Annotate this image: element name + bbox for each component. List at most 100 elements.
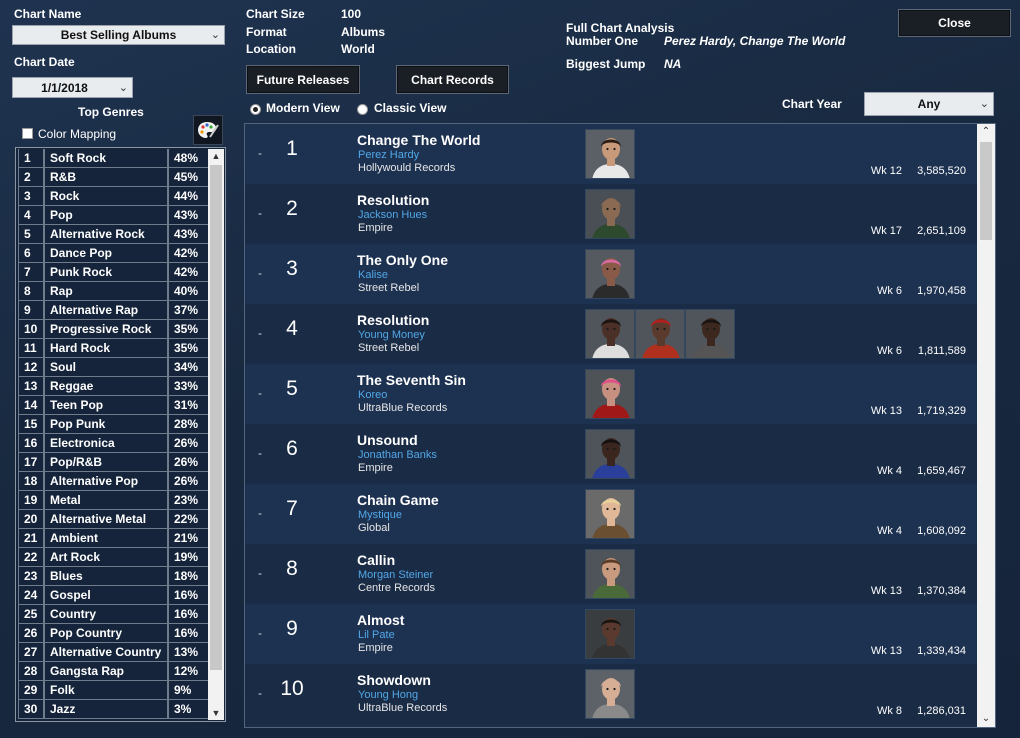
chart-row[interactable]: - 3 The Only One Kalise Street Rebel Wk 6 1,97…	[245, 244, 978, 304]
genre-row[interactable]: 4 Pop 43%	[18, 206, 209, 225]
genres-scrollbar[interactable]: ▲ ▼	[208, 149, 224, 720]
genre-row[interactable]: 15 Pop Punk 28%	[18, 415, 209, 434]
album-title[interactable]: The Seventh Sin	[357, 372, 466, 388]
chart-row[interactable]: - 7 Chain Game Mystique Global Wk 4 1,608,092	[245, 484, 978, 544]
artist-avatar[interactable]	[585, 609, 635, 659]
album-title[interactable]: Callin	[357, 552, 396, 568]
artist-name[interactable]: Jonathan Banks	[358, 449, 437, 461]
artist-avatar[interactable]	[585, 369, 635, 419]
genre-row[interactable]: 1 Soft Rock 48%	[18, 149, 209, 168]
scroll-up-icon[interactable]: ▲	[211, 151, 221, 161]
scroll-down-icon[interactable]: ⌄	[981, 713, 991, 724]
genre-row[interactable]: 22 Art Rock 19%	[18, 548, 209, 567]
album-title[interactable]: Almost	[357, 612, 405, 628]
modern-view-radio[interactable]	[250, 104, 261, 115]
chart-row[interactable]: - 10 Showdown Young Hong UltraBlue Records Wk…	[245, 664, 978, 724]
movement-indicator: -	[258, 686, 262, 700]
genre-name: Jazz	[44, 700, 168, 719]
chart-row[interactable]: - 4 Resolution Young Money Street Rebel Wk 6 1…	[245, 304, 978, 364]
genre-row[interactable]: 2 R&B 45%	[18, 168, 209, 187]
classic-view-radio[interactable]	[357, 104, 368, 115]
record-label: Empire	[358, 462, 393, 474]
chart-scrollbar[interactable]: ⌃ ⌄	[977, 124, 995, 727]
genre-row[interactable]: 9 Alternative Rap 37%	[18, 301, 209, 320]
palette-button[interactable]	[193, 115, 223, 145]
album-title[interactable]: Chain Game	[357, 492, 439, 508]
genre-name: Country	[44, 605, 168, 624]
chart-row[interactable]: - 6 Unsound Jonathan Banks Empire Wk 4 1,659,4…	[245, 424, 978, 484]
scroll-down-icon[interactable]: ▼	[211, 708, 221, 718]
genre-row[interactable]: 27 Alternative Country 13%	[18, 643, 209, 662]
artist-avatar[interactable]	[585, 429, 635, 479]
genre-row[interactable]: 17 Pop/R&B 26%	[18, 453, 209, 472]
album-title[interactable]: Unsound	[357, 432, 418, 448]
genre-row[interactable]: 20 Alternative Metal 22%	[18, 510, 209, 529]
chart-row[interactable]: - 8 Callin Morgan Steiner Centre Records Wk 1…	[245, 544, 978, 604]
genre-row[interactable]: 5 Alternative Rock 43%	[18, 225, 209, 244]
genre-row[interactable]: 24 Gospel 16%	[18, 586, 209, 605]
artist-avatar[interactable]	[585, 189, 635, 239]
artist-name[interactable]: Lil Pate	[358, 629, 395, 641]
genre-row[interactable]: 30 Jazz 3%	[18, 700, 209, 719]
artist-avatar[interactable]	[585, 669, 635, 719]
artist-name[interactable]: Koreo	[358, 389, 388, 401]
artist-name[interactable]: Kalise	[358, 269, 388, 281]
record-label: Street Rebel	[358, 342, 420, 354]
chart-row[interactable]: - 1 Change The World Perez Hardy Hollywould …	[245, 124, 978, 184]
chart-year-dropdown[interactable]: Any ⌄	[864, 92, 994, 116]
chart-row[interactable]: - 5 The Seventh Sin Koreo UltraBlue Records W…	[245, 364, 978, 424]
artist-avatar[interactable]	[635, 309, 685, 359]
artist-avatar[interactable]	[585, 129, 635, 179]
chart-row[interactable]: - 9 Almost Lil Pate Empire Wk 13 1,339,434	[245, 604, 978, 664]
scroll-up-icon[interactable]: ⌃	[981, 126, 991, 137]
album-title[interactable]: Change The World	[357, 132, 481, 148]
genre-row[interactable]: 29 Folk 9%	[18, 681, 209, 700]
artist-avatar[interactable]	[585, 249, 635, 299]
genre-row[interactable]: 28 Gangsta Rap 12%	[18, 662, 209, 681]
album-title[interactable]: Resolution	[357, 312, 430, 328]
artist-name[interactable]: Young Money	[358, 329, 425, 341]
genre-row[interactable]: 21 Ambient 21%	[18, 529, 209, 548]
genre-row[interactable]: 11 Hard Rock 35%	[18, 339, 209, 358]
chart-records-button[interactable]: Chart Records	[396, 65, 509, 94]
album-title[interactable]: Resolution	[357, 192, 430, 208]
weeks-on-chart: Wk 13	[870, 645, 902, 657]
artist-name[interactable]: Jackson Hues	[358, 209, 428, 221]
color-mapping-checkbox[interactable]	[22, 128, 33, 139]
artist-name[interactable]: Young Hong	[358, 689, 419, 701]
artist-avatar[interactable]	[585, 549, 635, 599]
genre-row[interactable]: 8 Rap 40%	[18, 282, 209, 301]
genre-row[interactable]: 12 Soul 34%	[18, 358, 209, 377]
album-title[interactable]: Showdown	[357, 672, 431, 688]
genre-row[interactable]: 26 Pop Country 16%	[18, 624, 209, 643]
artist-name[interactable]: Perez Hardy	[358, 149, 420, 161]
artist-avatar[interactable]	[685, 309, 735, 359]
genre-name: Pop	[44, 206, 168, 225]
genre-row[interactable]: 7 Punk Rock 42%	[18, 263, 209, 282]
chart-date-dropdown[interactable]: 1/1/2018 ⌄	[12, 77, 133, 98]
artist-name[interactable]: Mystique	[358, 509, 403, 521]
artist-avatar[interactable]	[585, 489, 635, 539]
chart-row[interactable]: - 2 Resolution Jackson Hues Empire Wk 17 2,651…	[245, 184, 978, 244]
close-button[interactable]: Close	[898, 9, 1011, 37]
future-releases-button[interactable]: Future Releases	[246, 65, 360, 94]
genre-row[interactable]: 13 Reggae 33%	[18, 377, 209, 396]
artist-name[interactable]: Morgan Steiner	[358, 569, 434, 581]
genre-row[interactable]: 10 Progressive Rock 35%	[18, 320, 209, 339]
genre-row[interactable]: 14 Teen Pop 31%	[18, 396, 209, 415]
genre-percent: 12%	[168, 662, 209, 681]
artist-avatar[interactable]	[585, 309, 635, 359]
genre-row[interactable]: 23 Blues 18%	[18, 567, 209, 586]
scrollbar-thumb[interactable]	[980, 142, 992, 240]
chart-name-dropdown[interactable]: Best Selling Albums ⌄	[12, 25, 225, 45]
genre-row[interactable]: 6 Dance Pop 42%	[18, 244, 209, 263]
genre-row[interactable]: 16 Electronica 26%	[18, 434, 209, 453]
album-title[interactable]: The Only One	[357, 252, 449, 268]
genre-row[interactable]: 19 Metal 23%	[18, 491, 209, 510]
genre-row[interactable]: 3 Rock 44%	[18, 187, 209, 206]
genre-row[interactable]: 25 Country 16%	[18, 605, 209, 624]
genre-row[interactable]: 18 Alternative Pop 26%	[18, 472, 209, 491]
scrollbar-thumb[interactable]	[210, 165, 222, 670]
genre-percent: 40%	[168, 282, 209, 301]
